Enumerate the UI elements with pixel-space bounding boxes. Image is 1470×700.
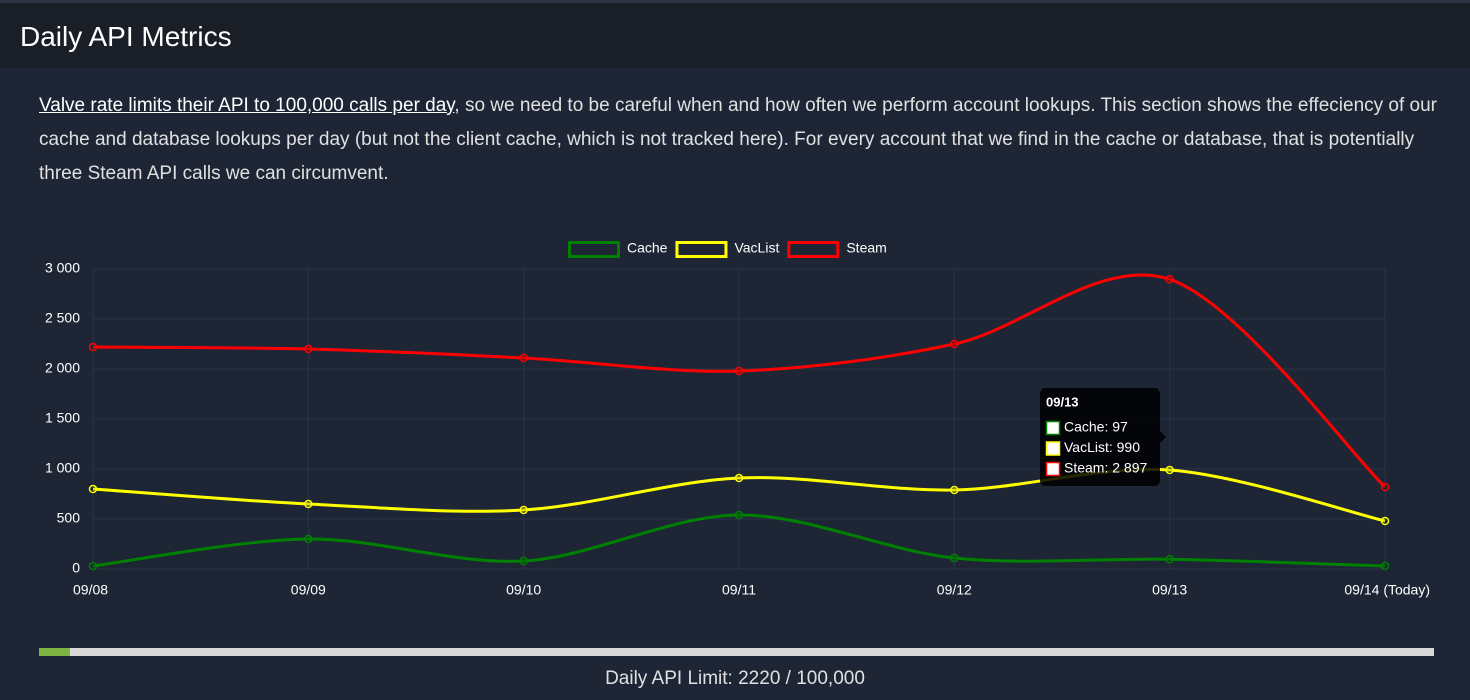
tooltip-swatch	[1045, 420, 1061, 436]
y-tick-label: 3 000	[45, 260, 80, 276]
data-point	[304, 499, 313, 509]
description: Valve rate limits their API to 100,000 c…	[39, 89, 1439, 191]
data-point	[1165, 275, 1174, 284]
data-point	[88, 561, 98, 571]
data-point	[1380, 516, 1390, 526]
chart: 0 500 1 000 1 500 2 000 2 500 3 000 09/08 09/09 0…	[45, 240, 1430, 598]
tooltip-title: 09/13	[1046, 394, 1079, 409]
progress-bar	[39, 648, 1434, 656]
y-tick-label: 0	[72, 560, 80, 576]
tooltip-box	[1040, 388, 1160, 486]
series-line	[92, 273, 1387, 489]
data-point	[1165, 465, 1174, 475]
legend-swatch	[787, 241, 840, 258]
y-tick-label: 1 000	[45, 460, 80, 476]
data-point	[950, 485, 959, 495]
tooltip-caret	[1160, 431, 1166, 443]
data-point	[519, 353, 528, 363]
tooltip-item: Cache: 97	[1064, 419, 1128, 435]
x-tick-label: 09/14 (Today)	[1344, 582, 1430, 598]
data-point	[519, 556, 528, 566]
legend-label: Cache	[627, 240, 668, 256]
legend-label: Steam	[846, 240, 886, 256]
x-tick-label: 09/10	[506, 582, 541, 598]
data-point	[304, 344, 313, 354]
data-point	[950, 339, 959, 349]
header: Daily API Metrics	[0, 0, 1470, 68]
x-tick-label: 09/09	[291, 582, 326, 598]
legend-swatch	[675, 241, 728, 258]
progress-label: Daily API Limit: 2220 / 100,000	[605, 668, 865, 689]
y-tick-label: 2 500	[45, 310, 80, 326]
data-point	[88, 484, 98, 494]
page-title: Daily API Metrics	[20, 21, 232, 52]
tooltip-item: VacList: 990	[1064, 439, 1140, 455]
description-text: , so we need to be careful when and how …	[39, 95, 1437, 184]
data-point	[1380, 561, 1390, 571]
x-tick-label: 09/13	[1152, 582, 1187, 598]
data-point	[1165, 555, 1174, 564]
progress-fill	[39, 648, 70, 656]
x-tick-label: 09/12	[937, 582, 972, 598]
legend-label: VacList	[734, 240, 779, 256]
tooltip: 09/13 Cache: 97 VacList: 990 Steam: 2 897	[1040, 388, 1166, 486]
rate-limit-link[interactable]: Valve rate limits their API to 100,000 c…	[39, 95, 455, 116]
legend-swatch	[568, 241, 620, 258]
data-point	[734, 473, 744, 483]
y-tick-label: 2 000	[45, 360, 80, 376]
data-point	[734, 510, 744, 520]
x-tick-label: 09/11	[722, 582, 756, 598]
series-line	[92, 513, 1386, 568]
tooltip-item: Steam: 2 897	[1064, 460, 1147, 476]
data-point	[304, 534, 313, 544]
data-point	[519, 505, 528, 515]
series-line	[92, 467, 1386, 523]
tooltip-swatch	[1045, 461, 1061, 477]
y-tick-label: 1 500	[45, 410, 80, 426]
data-point	[88, 342, 98, 352]
tooltip-swatch	[1045, 441, 1061, 456]
x-tick-label: 09/08	[73, 582, 108, 598]
y-tick-label: 500	[57, 510, 81, 526]
data-point	[950, 553, 959, 563]
data-point	[734, 366, 744, 376]
data-point	[1380, 482, 1390, 492]
